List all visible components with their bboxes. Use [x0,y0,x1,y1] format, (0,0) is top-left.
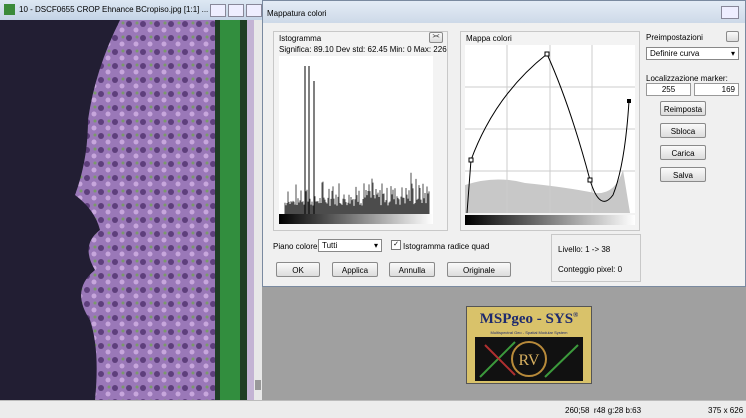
logo-mark: ® [573,311,578,319]
presets-menu[interactable] [726,31,739,42]
curve-editor [465,45,635,227]
dialog: Mappatura colori Istogramma >< Significa… [262,0,746,287]
cancel-button[interactable]: Annulla [389,262,435,277]
dialog-titlebar: Mappatura colori [263,1,745,23]
preset-value: Definire curva [650,49,699,58]
dialog-close[interactable] [721,6,739,19]
status-size: 375 x 626 [708,406,743,415]
curve-label: Mappa colori [466,34,512,43]
logo-text: MSPgeo - SYS [480,311,573,327]
status-coords: 260;58 r48 g:28 b:63 [565,406,641,415]
curve-panel: Mappa colori [460,31,640,231]
toggle-button[interactable]: >< [429,32,443,43]
pixel-count: Conteggio pixel: 0 [558,265,622,274]
original-button[interactable]: Originale [447,262,511,277]
channel-value: Tutti [322,241,337,250]
preset-select[interactable]: Definire curva ▾ [646,47,739,60]
info-box: Livello: 1 -> 38 Conteggio pixel: 0 [551,234,641,282]
arrow: ▾ [731,48,738,59]
logo-title: MSPgeo - SYS® [467,311,591,328]
marker-x[interactable]: 255 [646,83,691,96]
histogram-stats: Significa: 89.10 Dev std: 62.45 Min: 0 M… [279,45,447,54]
presets-panel: Preimpostazioni Definire curva ▾ Localizz… [644,31,741,261]
save-button[interactable]: Salva [660,167,706,182]
arrow: ▾ [374,240,381,251]
logo: MSPgeo - SYS® Multispectral Geo - Spatia… [466,306,592,384]
level-text: Livello: 1 -> 38 [558,245,610,254]
dialog-title: Mappatura colori [267,9,327,18]
logo-subtitle: Multispectral Geo - Spatial Modular Syst… [467,330,591,335]
ok-button[interactable]: OK [276,262,320,277]
status-bar: 260;58 r48 g:28 b:63 375 x 626 [0,400,746,418]
minimize[interactable] [210,4,226,17]
svg-text:RV: RV [519,352,540,369]
app-icon [4,4,15,15]
checkbox-label: Istogramma radice quad [403,242,489,251]
window-title: 10 - DSCF0655 CROP Ehnance BCropiso.jpg … [19,5,208,14]
screen: 10 - DSCF0655 CROP Ehnance BCropiso.jpg … [0,0,746,417]
image-view [0,20,262,400]
apply-button[interactable]: Applica [332,262,378,277]
checkbox[interactable]: ✓ [391,240,401,250]
histogram [279,56,433,226]
load-button[interactable]: Carica [660,145,706,160]
logo-emblem: RV [475,337,583,381]
channel-select[interactable]: Tutti ▾ [318,239,382,252]
channel-label: Piano colore [273,242,317,251]
marker-label: Localizzazione marker: [646,74,728,83]
close[interactable] [246,4,262,17]
maximize[interactable] [228,4,244,17]
marker-y[interactable]: 169 [694,83,739,96]
image-titlebar: 10 - DSCF0655 CROP Ehnance BCropiso.jpg … [0,0,262,20]
histogram-panel: Istogramma >< Significa: 89.10 Dev std: … [273,31,448,231]
unlock-button[interactable]: Sbloca [660,123,706,138]
presets-label: Preimpostazioni [646,33,703,42]
histogram-label: Istogramma [279,34,321,43]
reset-button[interactable]: Reimposta [660,101,706,116]
